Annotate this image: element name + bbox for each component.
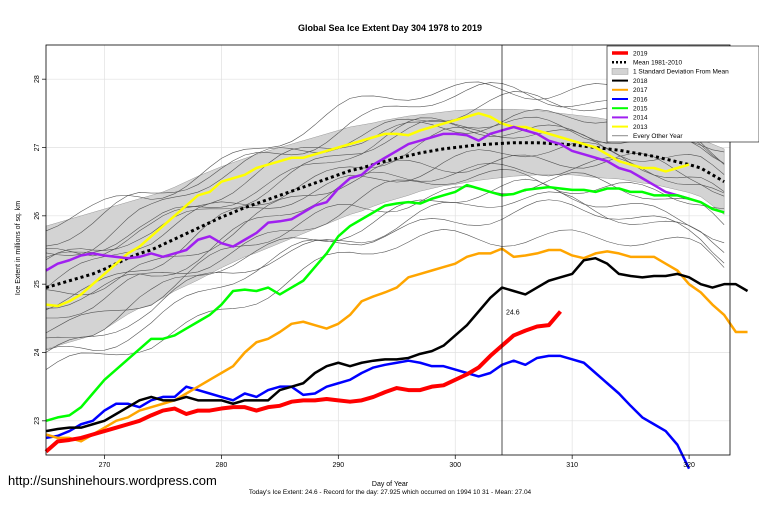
other-year-line (45, 153, 725, 296)
other-year-line (45, 172, 725, 334)
series-2014 (45, 125, 690, 272)
x-tick-label: 320 (683, 462, 695, 469)
legend-label: 2015 (633, 106, 648, 113)
legend-label: 2014 (633, 115, 648, 122)
y-tick-label: 28 (34, 75, 41, 83)
other-year-line (45, 126, 725, 289)
x-tick-label: 290 (332, 462, 344, 469)
series-2018 (45, 256, 749, 433)
legend-label: 2017 (633, 87, 648, 94)
footer-text: Today's Ice Extent: 24.6 - Record for th… (249, 489, 532, 496)
legend-label: Mean 1981-2010 (633, 60, 683, 67)
legend-box (606, 45, 759, 143)
plot-frame (45, 44, 731, 456)
legend-label: 2018 (633, 78, 648, 85)
other-year-line (45, 199, 725, 351)
mean-line-path (45, 141, 725, 290)
y-tick-label: 26 (34, 212, 41, 220)
legend-label: 2013 (633, 124, 648, 131)
legend-label: 2016 (633, 96, 648, 103)
other-year-line (45, 178, 725, 339)
other-year-line (45, 191, 725, 353)
y-tick-label: 27 (34, 144, 41, 152)
current-value-annotation: 24.6 (506, 310, 520, 317)
std-deviation-band (45, 108, 725, 350)
axes: 270 280 290 300 310 320 23 24 25 26 27 28 (34, 44, 731, 469)
y-axis-label: Ice Extent in millions of sq. km (15, 201, 22, 295)
x-axis-label: Day of Year (372, 481, 409, 488)
series-2013 (45, 112, 690, 308)
legend: 2019 Mean 1981-2010 1 Standard Deviation F… (606, 45, 759, 143)
x-tick-label: 300 (449, 462, 461, 469)
source-url[interactable]: http://sunshinehours.wordpress.com (8, 473, 217, 488)
legend-label: 2019 (633, 50, 648, 57)
series-lines (44, 112, 749, 470)
other-year-line (45, 228, 725, 370)
y-tick-label: 24 (34, 349, 41, 357)
x-tick-label: 280 (216, 462, 228, 469)
legend-label: Every Other Year (633, 133, 683, 140)
legend-label: 1 Standard Deviation From Mean (633, 69, 729, 76)
series-2016 (45, 354, 691, 470)
x-tick-label: 310 (566, 462, 578, 469)
series-2017 (45, 247, 748, 443)
chart-title: Global Sea Ice Extent Day 304 1978 to 20… (298, 23, 482, 33)
other-year-line (45, 119, 725, 261)
y-tick-label: 25 (34, 280, 41, 288)
y-tick-label: 23 (34, 417, 41, 425)
x-tick-label: 270 (99, 462, 111, 469)
mean-line (45, 141, 725, 290)
series-2019 (44, 310, 562, 454)
std-band (45, 108, 725, 350)
legend-swatch (611, 68, 629, 75)
series-2015 (45, 183, 725, 423)
